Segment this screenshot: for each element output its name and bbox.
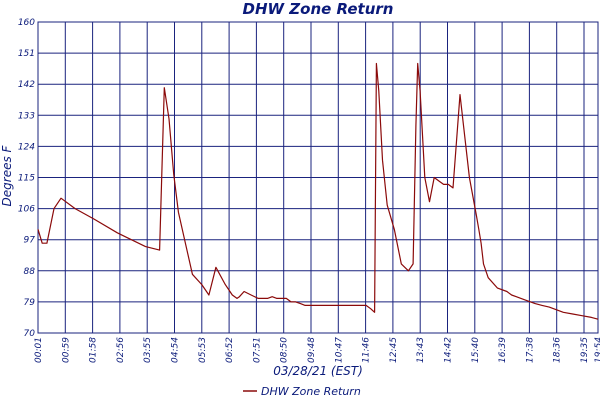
chart-title: DHW Zone Return [243,0,394,18]
y-tick-label: 142 [18,80,35,90]
y-tick-label: 124 [18,142,35,152]
series-line-dhw-zone-return [37,62,599,320]
x-tick-label: 18:36 [553,337,563,363]
x-tick-label: 00:01 [34,337,44,363]
x-tick-label: 10:47 [334,337,344,363]
x-tick-label: 17:38 [525,337,535,363]
y-tick-label: 79 [24,298,36,308]
x-tick-label: 02:56 [116,337,126,363]
x-tick-label: 15:40 [471,337,481,363]
y-tick-label: 133 [18,111,35,121]
x-tick-label: 08:50 [280,337,290,363]
y-tick-label: 160 [18,18,35,28]
x-tick-label: 03:55 [143,337,153,363]
x-tick-label: 09:48 [307,337,317,363]
x-tick-label: 05:53 [198,337,208,363]
x-tick-label: 16:39 [498,337,508,363]
y-tick-label: 88 [24,267,36,277]
x-tick-label: 07:51 [252,337,262,363]
x-tick-label: 19:35 [580,337,590,363]
y-axis-label: Degrees F [0,144,14,206]
y-tick-label: 115 [18,174,35,184]
y-tick-label: 70 [24,329,36,339]
x-tick-label: 00:59 [61,337,71,363]
x-tick-label: 19:54 [594,337,600,363]
x-tick-label: 13:43 [416,337,426,363]
y-tick-label: 151 [18,49,35,59]
series-line-group [37,62,599,320]
grid [37,21,599,334]
y-tick-label: 106 [18,205,35,215]
y-axis-ticks: 70 79 88 97 106 115 124 133 142 151 160 [18,18,35,339]
plot-frame [37,21,599,334]
x-tick-label: 11:46 [362,337,372,363]
x-tick-label: 12:45 [389,337,399,363]
x-axis-ticks: 00:01 00:59 01:58 02:56 03:55 04:54 05:53 06:52… [34,337,600,363]
x-tick-label: 14:42 [444,337,454,363]
x-tick-label: 06:52 [225,337,235,363]
y-tick-label: 97 [24,236,36,246]
x-tick-label: 01:58 [89,337,99,363]
legend: DHW Zone Return [243,385,361,398]
legend-label: DHW Zone Return [261,385,361,398]
x-tick-label: 04:54 [171,337,181,363]
x-axis-label: 03/28/21 (EST) [273,364,363,378]
